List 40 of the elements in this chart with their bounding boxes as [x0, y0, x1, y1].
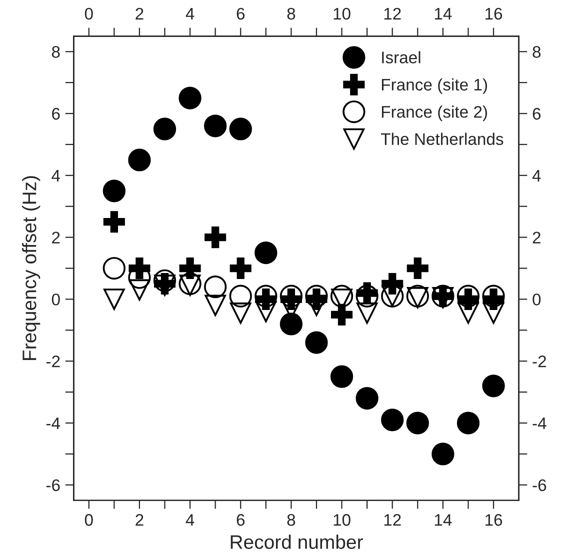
y-tick-label: -2 — [46, 356, 60, 368]
y2-tick-label: 0 — [532, 294, 541, 306]
y2-tick-label: -2 — [532, 356, 546, 368]
y-tick-label: 6 — [52, 108, 60, 120]
x2-tick-label: 0 — [84, 8, 93, 20]
x2-tick-label: 14 — [434, 8, 452, 20]
y2-tick-label: 8 — [532, 46, 541, 58]
x2-tick-label: 4 — [186, 8, 194, 20]
x-axis-title: Record number — [230, 534, 363, 549]
x2-tick-label: 8 — [287, 8, 296, 20]
x2-tick-label: 16 — [486, 8, 502, 20]
legend-label: Israel — [382, 51, 420, 64]
x-tick-label: 8 — [287, 514, 296, 526]
y2-tick-label: -6 — [532, 479, 546, 492]
y-tick-label: 0 — [52, 294, 60, 306]
y2-tick-label: 2 — [532, 232, 540, 244]
y-tick-label: 8 — [52, 46, 60, 58]
y-tick-label: 4 — [52, 170, 60, 182]
y2-tick-label: 6 — [532, 108, 541, 120]
x2-tick-label: 6 — [236, 8, 245, 20]
y-tick-label: -6 — [46, 479, 60, 492]
x-tick-label: 0 — [84, 514, 93, 526]
y-axis-title: Frequency offset (Hz) — [22, 176, 40, 360]
y2-tick-label: -4 — [532, 418, 546, 430]
legend-label: France (site 1) — [382, 78, 487, 94]
x2-tick-label: 10 — [334, 8, 350, 20]
y2-tick-label: 4 — [532, 170, 541, 182]
x-tick-label: 6 — [236, 514, 245, 526]
x2-tick-label: 12 — [384, 8, 401, 20]
x-tick-label: 2 — [136, 514, 144, 526]
x-tick-label: 16 — [486, 514, 502, 526]
y-tick-label: -4 — [46, 418, 60, 430]
x-tick-label: 10 — [334, 514, 350, 526]
legend-label: The Netherlands — [380, 132, 504, 145]
x2-tick-label: 2 — [136, 8, 144, 20]
legend-label: France (site 2) — [382, 106, 487, 122]
x-tick-label: 4 — [186, 514, 194, 526]
y-tick-label: 2 — [52, 232, 60, 244]
x-tick-label: 12 — [384, 514, 401, 526]
x-tick-label: 14 — [434, 514, 452, 526]
